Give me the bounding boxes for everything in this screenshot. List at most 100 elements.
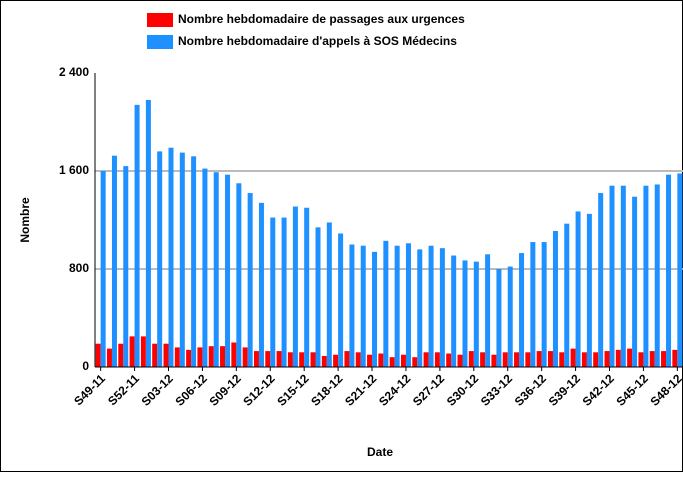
bar [417,249,423,367]
bar [468,351,474,367]
bar [265,351,271,367]
bar [208,346,214,367]
bar [581,352,587,367]
bar [168,147,174,367]
bar [451,255,457,367]
bar [304,207,310,367]
bar [100,171,106,367]
bar [299,352,305,367]
bar [225,174,231,367]
bar [145,99,151,367]
y-axis-label: Nombre [18,197,32,243]
bar [654,184,660,367]
bar [672,349,678,367]
bar [502,352,508,367]
bar [276,351,282,367]
bar [559,352,565,367]
bar [157,151,163,367]
bar [287,352,293,367]
legend-label: Nombre hebdomadaire d'appels à SOS Médec… [178,34,457,48]
bar [446,353,452,367]
bar [661,351,667,367]
bar [231,342,237,367]
bar [355,352,361,367]
bar [485,254,491,367]
bar [174,347,180,367]
bar [186,349,192,367]
bar [412,357,418,367]
bar [118,343,124,367]
bar [197,347,203,367]
bar [586,213,592,367]
x-axis-label: Date [367,445,393,459]
bar [389,357,395,367]
bar [394,245,400,367]
bar [106,348,112,367]
bar [242,347,248,367]
bar [134,104,140,367]
bar [632,196,638,367]
legend-swatch [147,35,173,49]
y-tick-label: 800 [69,261,89,275]
bar [575,211,581,367]
bar [220,346,226,367]
bar [281,217,287,367]
bar [152,343,158,367]
bar [129,336,135,367]
bar [666,174,672,367]
bar [609,185,615,367]
bar [321,355,327,367]
y-tick-label: 0 [82,359,89,373]
bar [473,261,479,367]
bar [349,244,355,367]
bar [547,351,553,367]
bar [507,266,513,367]
bar [326,222,332,367]
bar [163,343,169,367]
bar [457,354,463,367]
bar [627,348,633,367]
bar [372,251,378,367]
bar [439,248,445,367]
bar [643,185,649,367]
bar [236,183,242,367]
bar [491,354,497,367]
bar [333,354,339,367]
bar [378,353,384,367]
bar [140,336,146,367]
bar [423,352,429,367]
bar [604,351,610,367]
bar [310,352,316,367]
bar [570,348,576,367]
bar [462,260,468,367]
bar [95,343,101,367]
legend-label: Nombre hebdomadaire de passages aux urge… [178,12,465,26]
bar [496,269,502,367]
bar [213,172,219,367]
bar [367,354,373,367]
bar [615,349,621,367]
bar [202,168,208,367]
bar [270,217,276,367]
bar [677,173,683,367]
bar [400,354,406,367]
bar [315,227,321,367]
bar [530,242,536,367]
y-tick-label: 2 400 [59,65,89,79]
y-tick-label: 1 600 [59,163,89,177]
bar [247,193,253,367]
bar [405,243,411,367]
bar [253,351,259,367]
bar [360,245,366,367]
bar [480,352,486,367]
bar [514,352,520,367]
bar [541,242,547,367]
bar [258,202,264,367]
bar [434,352,440,367]
bar [191,156,197,367]
bar [111,155,117,367]
bar [428,245,434,367]
bar [593,352,599,367]
bar [536,351,542,367]
